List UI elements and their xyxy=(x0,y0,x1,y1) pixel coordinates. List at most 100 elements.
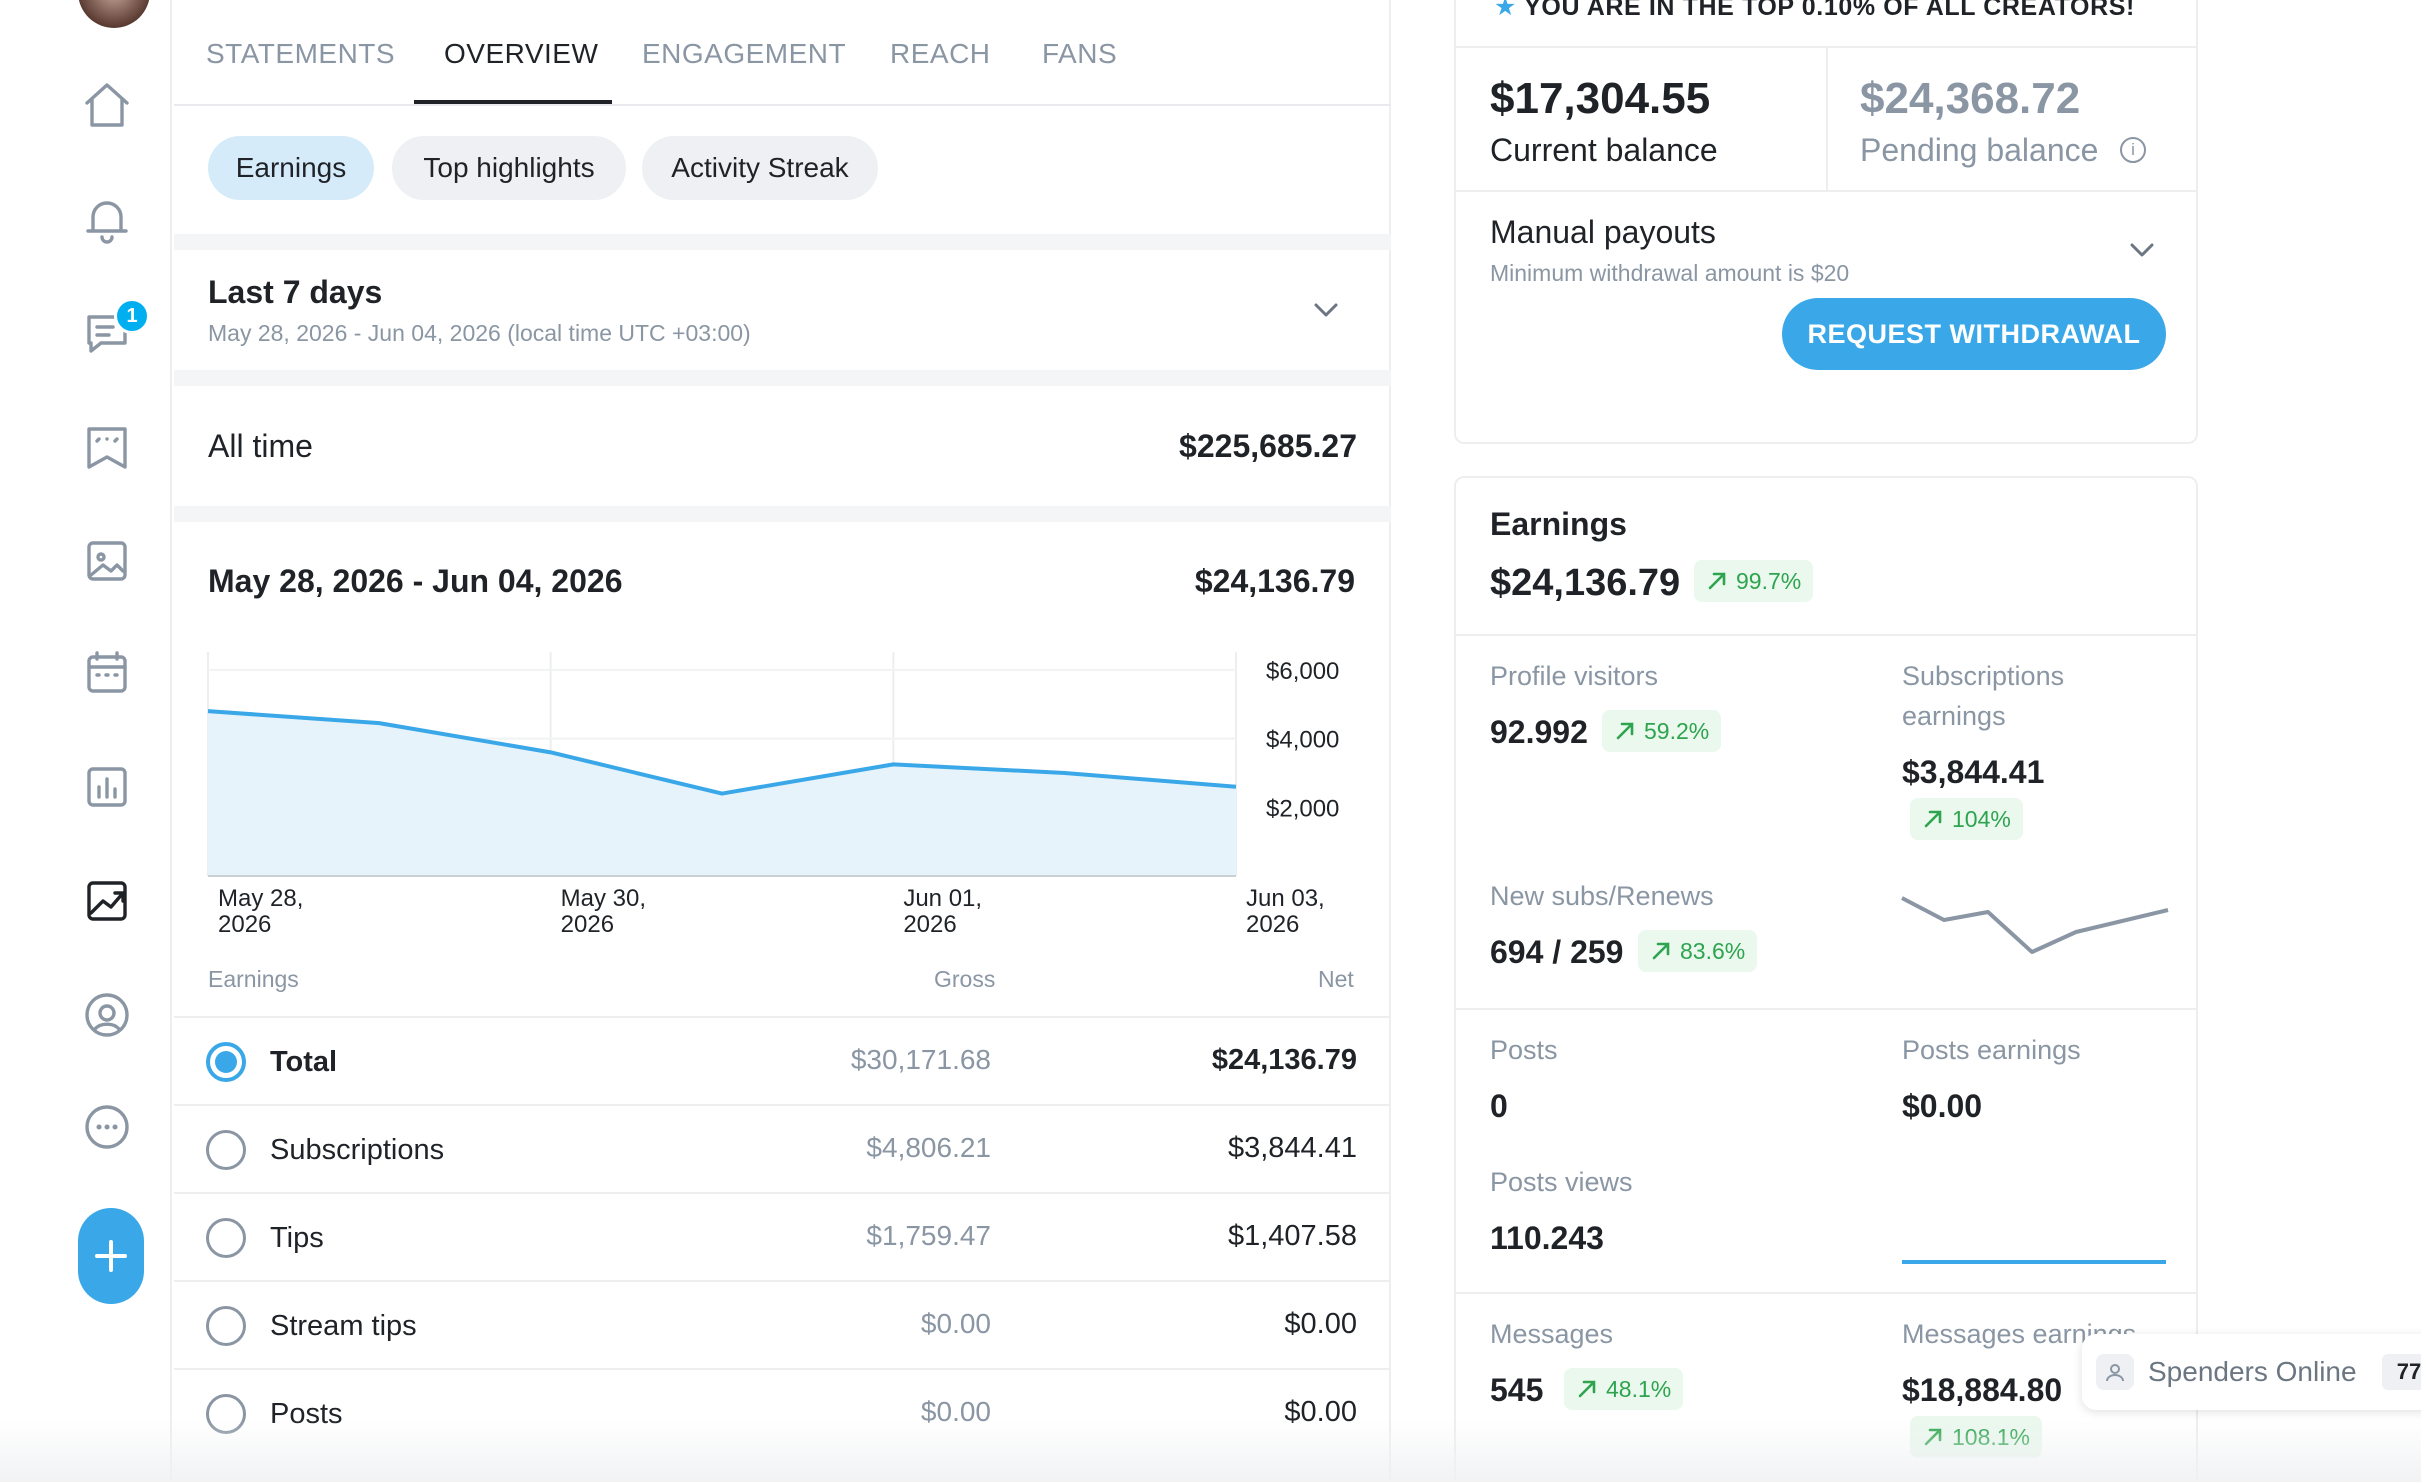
y-tick-label: $4,000 xyxy=(1266,727,1339,754)
divider xyxy=(1456,1008,2196,1010)
range-title: May 28, 2026 - Jun 04, 2026 xyxy=(208,563,623,599)
chevron-down-icon xyxy=(1308,292,1344,333)
period-selector[interactable]: Last 7 days May 28, 2026 - Jun 04, 2026 … xyxy=(174,250,1391,370)
profile-icon[interactable] xyxy=(78,986,136,1044)
user-icon xyxy=(2096,1354,2134,1390)
tab-fans[interactable]: FANS xyxy=(1042,38,1118,69)
posts-views-value: 110.243 xyxy=(1490,1220,1604,1256)
statistics-icon[interactable] xyxy=(78,758,136,816)
posts-views-label: Posts views xyxy=(1490,1167,1633,1197)
y-tick-label: $6,000 xyxy=(1266,658,1339,685)
statistics-main: STATEMENTS OVERVIEW ENGAGEMENT REACH FAN… xyxy=(174,0,1391,1482)
tab-reach[interactable]: REACH xyxy=(890,38,991,69)
tab-overview[interactable]: OVERVIEW xyxy=(444,38,599,69)
row-name: Posts xyxy=(270,1398,343,1430)
top-creator-banner: ★ YOU ARE IN THE TOP 0.10% OF ALL CREATO… xyxy=(1494,0,2135,22)
info-icon[interactable]: i xyxy=(2120,137,2146,163)
posts-value: 0 xyxy=(1490,1088,1508,1124)
new-subs-label: New subs/Renews xyxy=(1490,881,1714,911)
period-subtitle: May 28, 2026 - Jun 04, 2026 (local time … xyxy=(208,320,751,346)
table-row[interactable]: Posts $0.00 $0.00 xyxy=(174,1368,1391,1456)
new-subs-change: 83.6% xyxy=(1638,930,1758,972)
divider xyxy=(1456,190,2196,192)
spenders-online-label: Spenders Online xyxy=(2148,1356,2357,1387)
current-balance-value: $17,304.55 xyxy=(1490,74,1711,123)
messages-label: Messages xyxy=(1490,1319,1614,1349)
row-radio[interactable] xyxy=(206,1218,246,1258)
unread-badge: 1 xyxy=(114,298,150,334)
subscriptions-earnings-value: $3,844.41 xyxy=(1902,754,2045,790)
table-row[interactable]: Tips $1,759.47 $1,407.58 xyxy=(174,1192,1391,1280)
row-gross: $0.00 xyxy=(920,1308,991,1339)
posts-earnings-label: Posts earnings xyxy=(1902,1035,2081,1065)
home-icon[interactable] xyxy=(78,76,136,134)
all-time-label: All time xyxy=(208,428,313,464)
divider xyxy=(1456,634,2196,636)
analytics-icon[interactable] xyxy=(78,872,136,930)
row-radio[interactable] xyxy=(206,1394,246,1434)
spenders-online-widget[interactable]: Spenders Online 77 xyxy=(2082,1334,2421,1410)
tab-engagement[interactable]: ENGAGEMENT xyxy=(642,38,847,69)
spenders-online-count: 77 xyxy=(2382,1354,2421,1390)
vault-icon[interactable] xyxy=(78,532,136,590)
col-net-header: Net xyxy=(1318,966,1354,992)
row-net: $0.00 xyxy=(1284,1308,1357,1340)
divider xyxy=(1456,46,2196,48)
tab-bar: STATEMENTS OVERVIEW ENGAGEMENT REACH FAN… xyxy=(174,0,1391,106)
new-post-button[interactable] xyxy=(78,1208,144,1304)
col-earnings-header: Earnings xyxy=(208,966,299,992)
chip-top-highlights[interactable]: Top highlights xyxy=(392,136,626,200)
profile-visitors-value: 92.992 xyxy=(1490,714,1588,750)
subscriptions-earnings-label: Subscriptions earnings xyxy=(1902,661,2065,731)
chip-activity-streak[interactable]: Activity Streak xyxy=(642,136,878,200)
all-time-row: All time $225,685.27 xyxy=(174,386,1391,506)
arrow-up-right-icon xyxy=(1708,572,1726,590)
earnings-card-title: Earnings xyxy=(1490,506,1627,542)
row-name: Subscriptions xyxy=(270,1134,445,1166)
table-row[interactable]: Subscriptions $4,806.21 $3,844.41 xyxy=(174,1104,1391,1192)
calendar-icon[interactable] xyxy=(78,644,136,702)
profile-visitors-change: 59.2% xyxy=(1602,710,1722,752)
payouts-subtitle: Minimum withdrawal amount is $20 xyxy=(1490,260,1850,286)
posts-earnings-value: $0.00 xyxy=(1902,1088,1983,1124)
chip-earnings[interactable]: Earnings xyxy=(208,136,374,200)
arrow-up-right-icon xyxy=(1616,722,1634,740)
new-subs-sparkline xyxy=(1901,896,2169,954)
bell-icon[interactable] xyxy=(78,190,136,248)
row-net: $1,407.58 xyxy=(1227,1220,1357,1252)
divider xyxy=(1456,1292,2196,1294)
divider xyxy=(174,506,1391,522)
more-icon[interactable] xyxy=(78,1098,136,1156)
arrow-up-right-icon xyxy=(1924,810,1942,828)
active-tab-indicator xyxy=(414,100,612,104)
tab-statements[interactable]: STATEMENTS xyxy=(206,38,396,69)
star-icon: ★ xyxy=(1494,0,1518,21)
row-radio[interactable] xyxy=(206,1130,246,1170)
messages-earnings-value: $18,884.80 xyxy=(1902,1372,2063,1408)
x-tick-label: May 30, 2026 xyxy=(561,885,646,938)
earnings-card-total: $24,136.79 xyxy=(1490,562,1681,604)
chevron-down-icon[interactable] xyxy=(2124,232,2160,273)
divider xyxy=(174,370,1391,386)
x-tick-label: Jun 03, 2026 xyxy=(1246,885,1325,938)
request-withdrawal-button[interactable]: REQUEST WITHDRAWAL xyxy=(1782,298,2166,370)
row-net: $3,844.41 xyxy=(1227,1132,1357,1164)
divider xyxy=(1826,48,1828,190)
x-tick-label: Jun 01, 2026 xyxy=(903,885,982,938)
range-total: $24,136.79 xyxy=(1194,563,1355,599)
row-net: $24,136.79 xyxy=(1211,1044,1357,1076)
messages-change: 48.1% xyxy=(1564,1368,1684,1410)
row-radio[interactable] xyxy=(206,1042,246,1082)
all-time-value: $225,685.27 xyxy=(1179,428,1357,464)
row-name: Stream tips xyxy=(270,1310,417,1342)
table-row[interactable]: Stream tips $0.00 $0.00 xyxy=(174,1280,1391,1368)
messages-earnings-change: 108.1% xyxy=(1910,1416,2043,1458)
divider xyxy=(174,234,1391,250)
row-radio[interactable] xyxy=(206,1306,246,1346)
row-name: Tips xyxy=(270,1222,324,1254)
payouts-title: Manual payouts xyxy=(1490,214,1716,250)
collections-icon[interactable] xyxy=(78,418,136,476)
avatar[interactable] xyxy=(78,0,150,28)
right-panel: ★ YOU ARE IN THE TOP 0.10% OF ALL CREATO… xyxy=(1454,0,2198,1482)
table-row[interactable]: Total $30,171.68 $24,136.79 xyxy=(174,1016,1391,1104)
